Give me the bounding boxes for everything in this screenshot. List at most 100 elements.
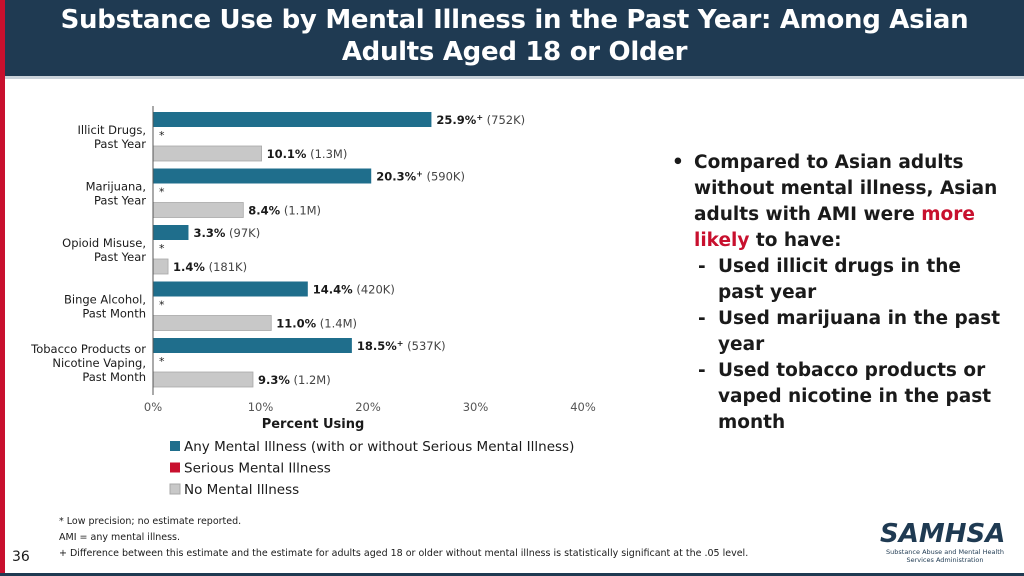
- data-label-count: (590K): [423, 170, 465, 184]
- key-findings: • Compared to Asian adults without menta…: [668, 150, 1008, 436]
- finding-item-illicit-drugs: - Used illicit drugs in the past year: [668, 254, 1008, 306]
- smi-low-precision-marker: *: [159, 242, 165, 255]
- logo-subtitle-line2: Services Administration: [906, 556, 984, 564]
- dash-icon: -: [698, 308, 706, 329]
- data-label-count: (1.2M): [290, 373, 331, 387]
- data-label-value: 20.3%: [376, 170, 416, 184]
- data-label-value: 9.3%: [258, 373, 290, 387]
- slide-title-line1: Substance Use by Mental Illness in the P…: [60, 5, 969, 35]
- category-label: Illicit Drugs,: [78, 123, 146, 137]
- finding-item-label: Used marijuana in the past year: [718, 308, 1001, 355]
- page-number: 36: [12, 549, 30, 565]
- legend-entry: No Mental Illness: [184, 482, 299, 498]
- data-label-count: (1.1M): [280, 204, 321, 218]
- category-label: Past Year: [94, 250, 146, 264]
- bar-no-mental-illness: [152, 371, 254, 388]
- finding-item-tobacco: - Used tobacco products or vaped nicotin…: [668, 358, 1008, 436]
- dash-icon: -: [698, 360, 706, 381]
- bar-chart: 25.9%+ (752K)*10.1% (1.3M)Illicit Drugs,…: [30, 106, 596, 498]
- data-label-ami: 25.9%+ (752K): [436, 113, 525, 127]
- smi-low-precision-marker: *: [159, 186, 165, 199]
- data-label-value: 3.3%: [193, 226, 225, 240]
- significance-mark: +: [476, 113, 483, 122]
- data-label-no-mi: 1.4% (181K): [173, 260, 247, 274]
- x-tick-label: 10%: [248, 400, 274, 414]
- legend-swatch: [170, 441, 180, 451]
- data-label-value: 10.1%: [267, 147, 307, 161]
- smi-low-precision-marker: *: [159, 355, 165, 368]
- data-label-count: (1.3M): [306, 147, 347, 161]
- data-label-count: (97K): [225, 226, 260, 240]
- bullet-icon: •: [672, 152, 684, 173]
- data-label-count: (181K): [205, 260, 247, 274]
- category-label: Tobacco Products or: [30, 342, 146, 356]
- bar-ami: [153, 338, 352, 353]
- data-label-count: (752K): [483, 113, 525, 127]
- legend-entry: Any Mental Illness (with or without Seri…: [184, 439, 574, 455]
- dash-icon: -: [698, 256, 706, 277]
- data-label-count: (420K): [353, 283, 395, 297]
- footnote-low-precision: * Low precision; no estimate reported.: [59, 516, 242, 527]
- finding-highlight: more likely: [694, 204, 975, 251]
- data-label-value: 18.5%: [357, 339, 397, 353]
- logo-mark: SAMHSA: [880, 519, 1006, 549]
- legend-swatch: [170, 462, 180, 473]
- finding-item-marijuana: - Used marijuana in the past year: [668, 306, 1008, 358]
- data-label-value: 14.4%: [313, 283, 353, 297]
- category-label: Binge Alcohol,: [64, 293, 146, 307]
- category-label: Past Month: [82, 307, 146, 321]
- bar-no-mental-illness: [152, 258, 169, 275]
- bar-no-mental-illness: [152, 315, 272, 331]
- footnote-significance: + Difference between this estimate and t…: [59, 548, 749, 559]
- slide-title-line2: Adults Aged 18 or Older: [341, 37, 688, 67]
- bar-ami: [153, 225, 189, 240]
- data-label-count: (1.4M): [316, 317, 357, 331]
- slide-header: Substance Use by Mental Illness in the P…: [5, 0, 1024, 79]
- data-label-no-mi: 8.4% (1.1M): [248, 204, 321, 218]
- significance-mark: +: [397, 339, 404, 348]
- footnote-ami: AMI = any mental illness.: [59, 532, 181, 543]
- category-label: Nicotine Vaping,: [52, 356, 146, 370]
- bottom-rule: [0, 573, 1024, 576]
- finding-text: Compared to Asian adults without mental …: [694, 152, 998, 225]
- x-tick-label: 0%: [144, 400, 162, 414]
- significance-mark: +: [416, 170, 423, 179]
- data-label-no-mi: 11.0% (1.4M): [276, 317, 357, 331]
- category-label: Past Year: [94, 137, 146, 151]
- finding-item-label: Used tobacco products or vaped nicotine …: [718, 360, 992, 433]
- data-label-ami: 20.3%+ (590K): [376, 170, 465, 184]
- legend-entry: Serious Mental Illness: [184, 461, 331, 477]
- data-label-ami: 3.3% (97K): [193, 226, 260, 240]
- footnotes: * Low precision; no estimate reported. A…: [59, 514, 819, 562]
- data-label-no-mi: 9.3% (1.2M): [258, 373, 331, 387]
- bar-ami: [153, 168, 372, 184]
- smi-low-precision-marker: *: [159, 129, 165, 142]
- data-label-value: 8.4%: [248, 204, 280, 218]
- logo-subtitle-line1: Substance Abuse and Mental Health: [886, 548, 1004, 556]
- data-label-ami: 14.4% (420K): [313, 283, 395, 297]
- slide-title: Substance Use by Mental Illness in the P…: [5, 0, 1024, 68]
- bar-ami: [153, 112, 432, 127]
- category-label: Marijuana,: [86, 180, 146, 194]
- smi-low-precision-marker: *: [159, 299, 165, 312]
- data-label-value: 11.0%: [276, 317, 316, 331]
- left-accent-stripe: [0, 0, 5, 576]
- legend-swatch: [169, 483, 181, 495]
- x-axis-label: Percent Using: [262, 417, 365, 432]
- x-tick-label: 20%: [355, 400, 381, 414]
- category-label: Past Month: [82, 370, 146, 384]
- x-tick-label: 40%: [570, 400, 596, 414]
- data-label-ami: 18.5%+ (537K): [357, 339, 446, 353]
- finding-main: • Compared to Asian adults without menta…: [668, 150, 1008, 254]
- category-label: Past Year: [94, 194, 146, 208]
- data-label-no-mi: 10.1% (1.3M): [267, 147, 348, 161]
- x-tick-label: 30%: [463, 400, 489, 414]
- finding-item-label: Used illicit drugs in the past year: [718, 256, 961, 303]
- finding-text-end: to have:: [749, 230, 842, 251]
- data-label-value: 25.9%: [436, 113, 476, 127]
- bar-no-mental-illness: [152, 145, 262, 162]
- data-label-value: 1.4%: [173, 260, 205, 274]
- samhsa-logo: SAMHSA Substance Abuse and Mental Health…: [880, 520, 1010, 564]
- bar-no-mental-illness: [152, 202, 244, 218]
- data-label-count: (537K): [403, 339, 445, 353]
